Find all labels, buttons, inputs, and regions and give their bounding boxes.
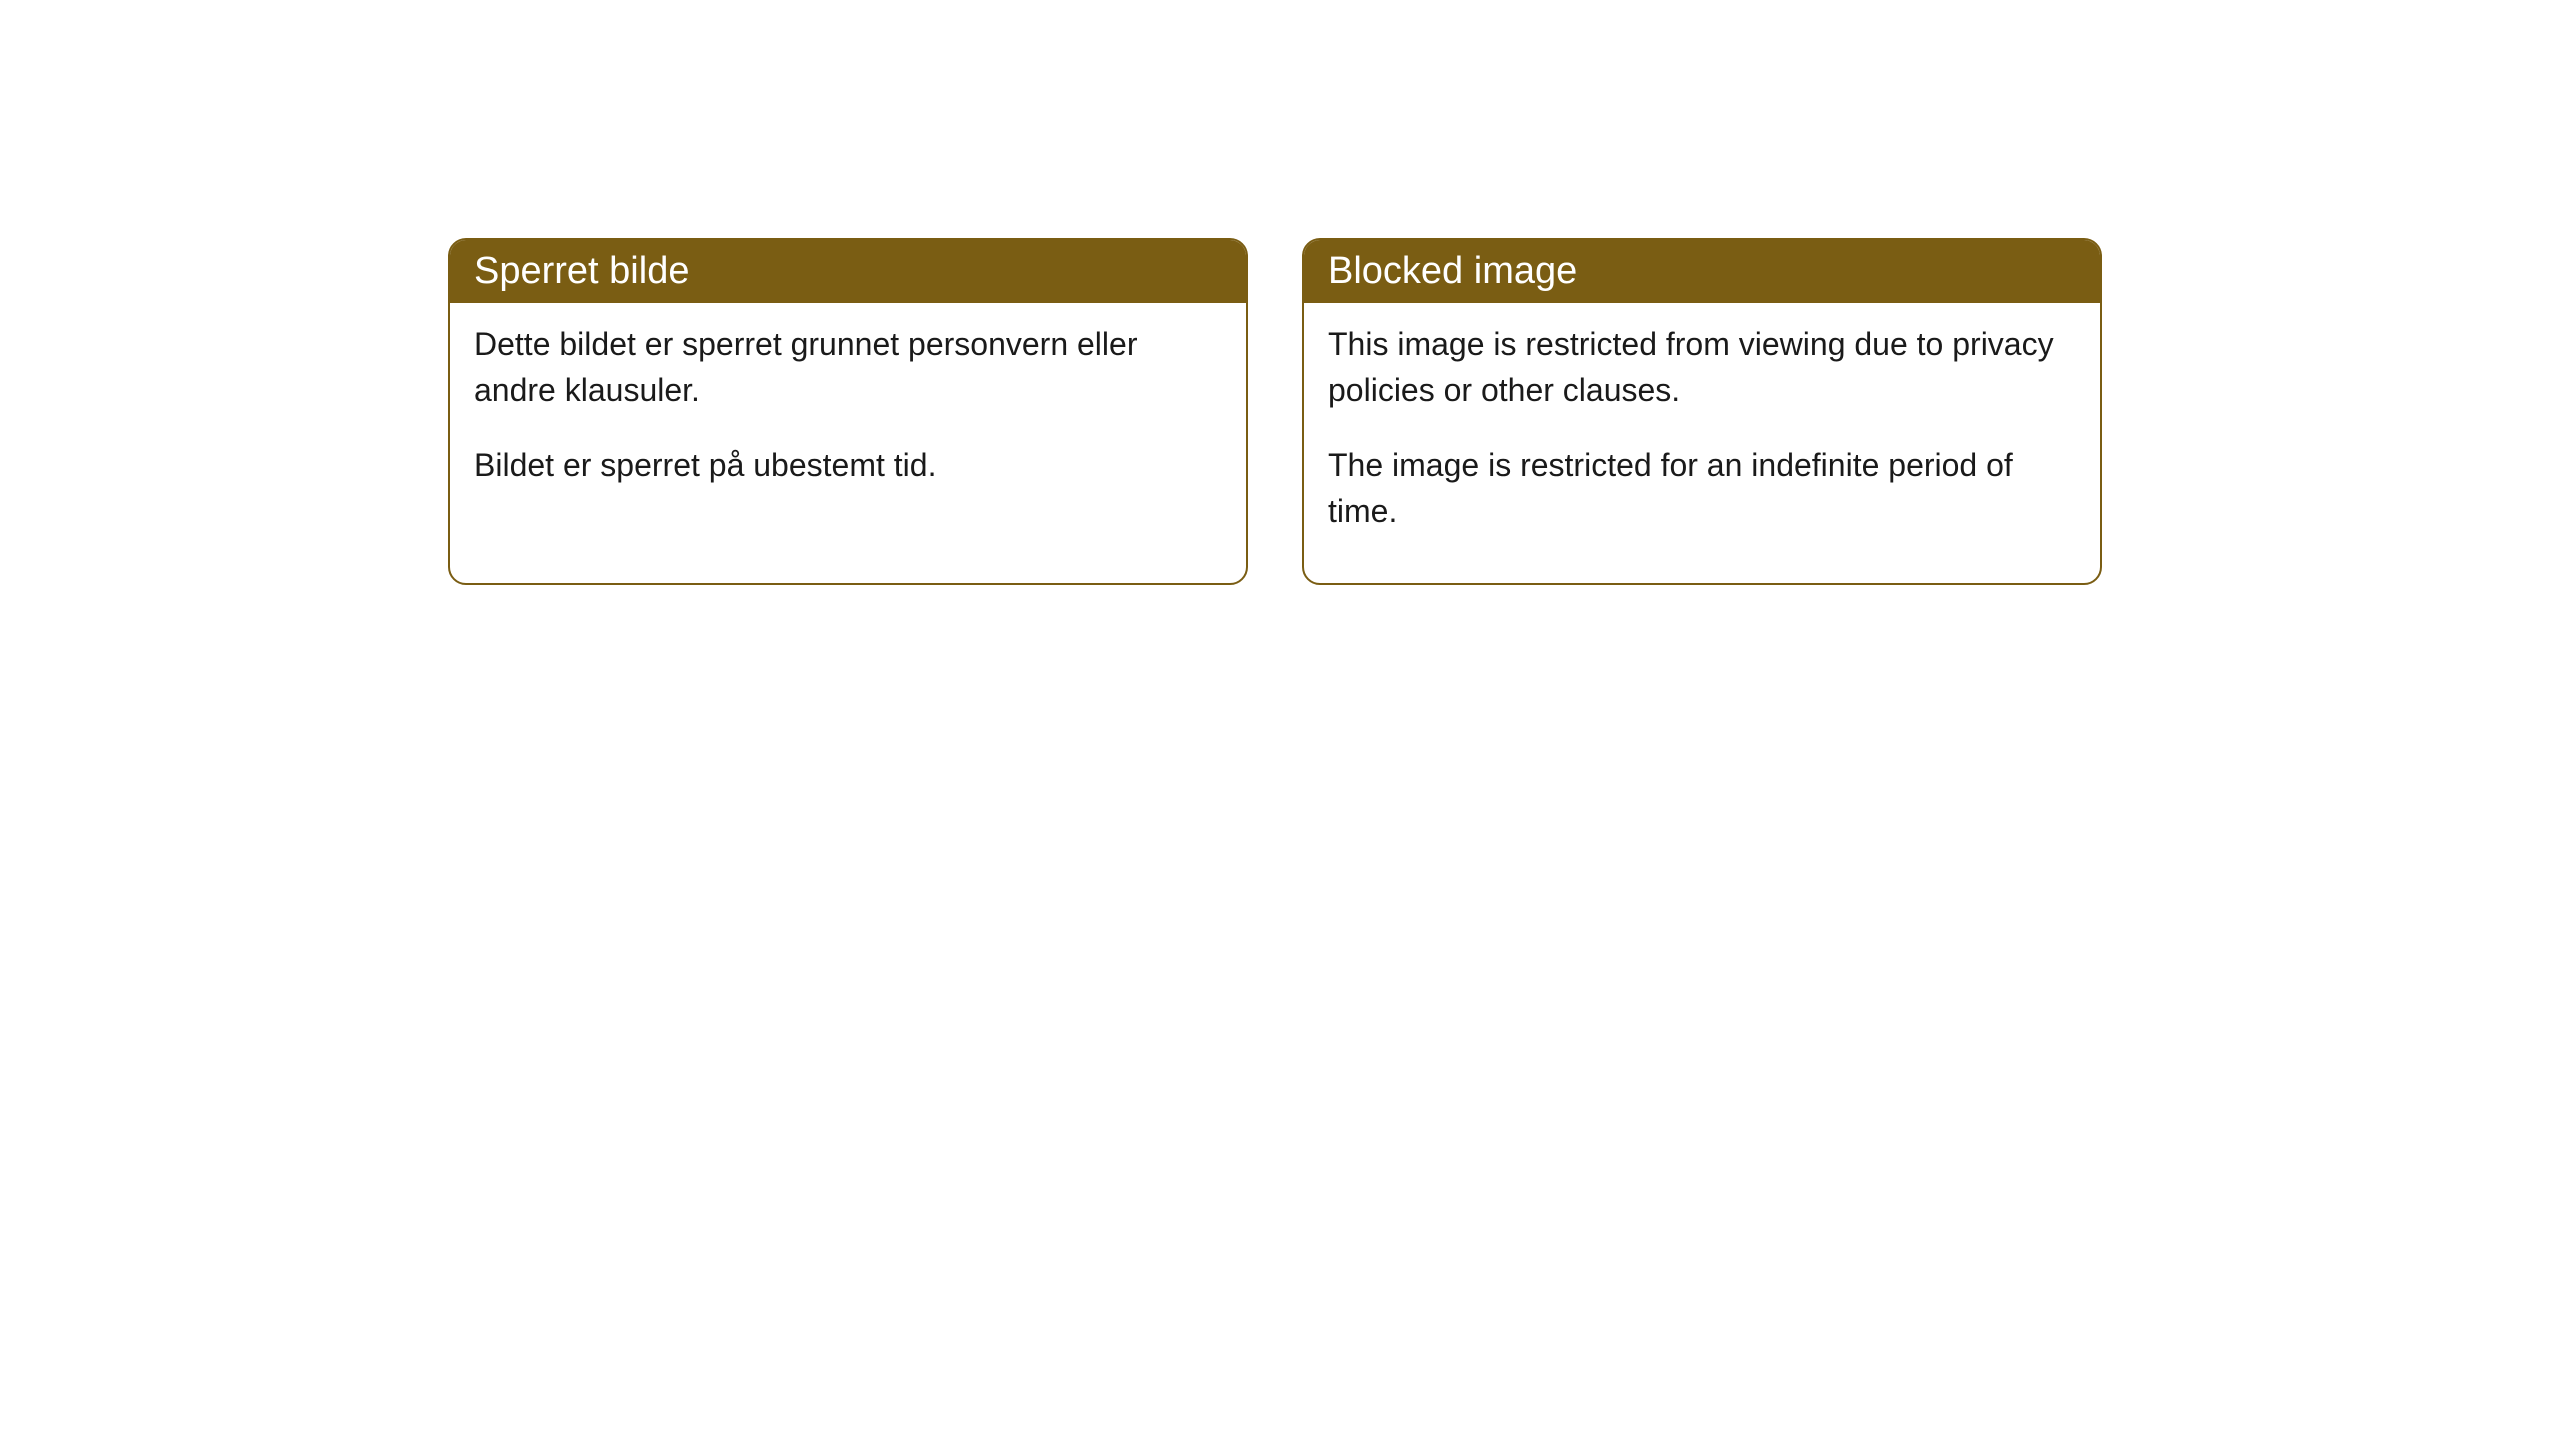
card-title-english: Blocked image [1328, 250, 1577, 292]
card-paragraph-1-english: This image is restricted from viewing du… [1328, 321, 2076, 414]
card-header-english: Blocked image [1304, 240, 2100, 303]
card-body-english: This image is restricted from viewing du… [1304, 303, 2100, 583]
card-body-norwegian: Dette bildet er sperret grunnet personve… [450, 303, 1246, 536]
card-paragraph-2-english: The image is restricted for an indefinit… [1328, 442, 2076, 535]
card-header-norwegian: Sperret bilde [450, 240, 1246, 303]
card-paragraph-2-norwegian: Bildet er sperret på ubestemt tid. [474, 442, 1222, 488]
card-norwegian: Sperret bilde Dette bildet er sperret gr… [448, 238, 1248, 585]
card-paragraph-1-norwegian: Dette bildet er sperret grunnet personve… [474, 321, 1222, 414]
card-title-norwegian: Sperret bilde [474, 250, 689, 292]
card-english: Blocked image This image is restricted f… [1302, 238, 2102, 585]
cards-container: Sperret bilde Dette bildet er sperret gr… [448, 238, 2102, 585]
